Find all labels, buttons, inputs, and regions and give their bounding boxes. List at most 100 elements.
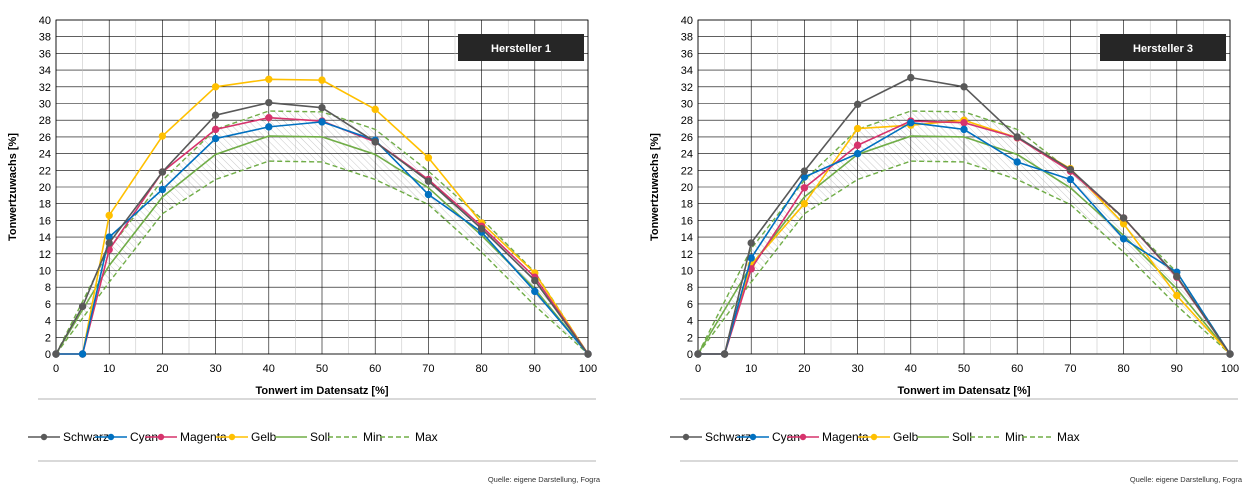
chart-1-legend-item-max: Max: [380, 430, 438, 444]
chart-2-point-schwarz: [800, 167, 809, 175]
chart-1-legend-item-schwarz: Schwarz: [28, 430, 109, 444]
chart-2-xtick-label: 0: [695, 363, 701, 375]
chart-2-series-min: [697, 160, 1231, 355]
chart-1-xtick-label: 30: [209, 363, 221, 375]
chart-1-point-cyan: [265, 123, 273, 131]
chart-1-xtick-label: 40: [263, 363, 275, 375]
chart-2-ytick-label: 30: [681, 99, 693, 111]
chart-2-point-cyan: [960, 125, 968, 134]
chart-2-series-schwarz: [694, 73, 1234, 358]
chart-2-legend-label-gelb: Gelb: [893, 430, 919, 444]
chart-2-legend-label-schwarz: Schwarz: [705, 430, 751, 444]
chart-2-legend-label-max: Max: [1057, 430, 1080, 444]
chart-1-point-schwarz: [584, 350, 592, 358]
chart-1-point-cyan: [531, 287, 539, 296]
chart-1-legend-label-schwarz: Schwarz: [63, 430, 109, 444]
chart-2-ytick-label: 10: [681, 266, 693, 278]
chart-2-xtick-label: 50: [958, 363, 970, 375]
chart-2-ytick-label: 4: [687, 316, 693, 328]
chart-2-point-schwarz: [1226, 350, 1234, 358]
chart-1-ytick-label: 36: [39, 48, 51, 60]
chart-2-ytick-label: 0: [687, 349, 693, 361]
chart-1-point-schwarz: [477, 225, 486, 233]
chart-2-ytick-label: 34: [681, 65, 693, 77]
chart-1-legend-marker-schwarz: [40, 433, 48, 441]
chart-2-ytick-label: 14: [681, 232, 693, 244]
chart-1-xtick-label: 90: [529, 363, 541, 375]
chart-2-point-gelb: [1173, 291, 1181, 300]
chart-2-ytick-label: 24: [681, 149, 693, 161]
chart-1-ytick-label: 26: [39, 132, 51, 144]
chart-1-series-cyan: [52, 118, 592, 358]
chart-1-point-gelb: [371, 105, 379, 114]
chart-1-ytick-label: 30: [39, 99, 51, 111]
chart-1-series-soll: [55, 135, 589, 355]
chart-2-ytick-label: 18: [681, 199, 693, 211]
chart-1-point-schwarz: [211, 111, 220, 119]
chart-2-xtick-label: 100: [1221, 363, 1239, 375]
chart-1-series-line-min: [55, 160, 589, 355]
chart-2-series-line-gelb: [698, 119, 1231, 355]
chart-2-legend-item-soll: Soll: [917, 430, 972, 444]
chart-2-point-cyan: [1066, 175, 1075, 184]
chart-1-xtick-label: 80: [475, 363, 487, 375]
chart-2-legend-item-min: Min: [970, 430, 1024, 444]
chart-1-xtick-label: 50: [316, 363, 328, 375]
chart-2-xtick-label: 20: [798, 363, 810, 375]
chart-1-point-schwarz: [265, 98, 273, 107]
chart-1-point-gelb: [158, 132, 167, 140]
chart-1-point-schwarz: [52, 350, 60, 358]
chart-1-series-line-soll: [55, 135, 589, 355]
chart-1-series-line-cyan: [56, 121, 589, 355]
chart-1-legend-label-magenta: Magenta: [180, 430, 227, 444]
chart-2-plot-border: [697, 19, 1231, 355]
chart-1-point-schwarz: [424, 177, 433, 185]
chart-2-ytick-label: 16: [681, 215, 693, 227]
chart-1-ytick-label: 34: [39, 65, 51, 77]
chart-1-plot-border: [55, 19, 589, 355]
chart-1-point-gelb: [211, 83, 220, 91]
chart-1-legend-label-max: Max: [415, 430, 438, 444]
chart-1-ytick-label: 20: [39, 182, 51, 194]
chart-2-point-schwarz: [747, 239, 755, 247]
chart-2-point-schwarz: [1013, 133, 1021, 141]
chart-2-xtick-label: 90: [1171, 363, 1183, 375]
chart-2-legend-label-magenta: Magenta: [822, 430, 869, 444]
chart-1-point-gelb: [105, 211, 113, 220]
chart-1-point-schwarz: [158, 168, 167, 176]
chart-2-xtick-label: 80: [1117, 363, 1129, 375]
chart-1-y-axis-label: Tonwertzuwachs [%]: [7, 133, 19, 241]
chart-1-ytick-label: 4: [45, 316, 51, 328]
chart-2-point-schwarz: [1066, 165, 1075, 174]
chart-2-point-schwarz: [960, 83, 968, 91]
chart-1-ytick-label: 24: [39, 149, 51, 161]
chart-1-ytick-label: 18: [39, 199, 51, 211]
chart-1-point-schwarz: [105, 239, 113, 247]
chart-1-xtick-label: 70: [422, 363, 434, 375]
chart-2-xtick-label: 60: [1011, 363, 1023, 375]
chart-2-legend-marker-gelb: [870, 433, 878, 441]
chart-1-badge: [458, 34, 584, 61]
chart-2-legend-marker-schwarz: [682, 433, 690, 441]
chart-1-xtick-label: 100: [579, 363, 597, 375]
chart-1-legend-label-soll: Soll: [310, 430, 330, 444]
chart-2-source-note: Quelle: eigene Darstellung, Fogra: [1130, 475, 1243, 484]
chart-1-legend-item-cyan: Cyan: [95, 430, 158, 444]
chart-1-point-gelb: [318, 76, 326, 84]
chart-1-point-gelb: [424, 154, 433, 162]
chart-2-ytick-label: 36: [681, 48, 693, 60]
chart-2-y-axis-label: Tonwertzuwachs [%]: [649, 133, 661, 241]
chart-1-point-magenta: [211, 125, 220, 134]
chart-1-legend-item-soll: Soll: [275, 430, 330, 444]
chart-1-x-axis-label: Tonwert im Datensatz [%]: [255, 385, 388, 397]
chart-1-ytick-label: 16: [39, 215, 51, 227]
chart-1-ytick-label: 22: [39, 165, 51, 177]
chart-2-series-line-max: [697, 110, 1231, 355]
chart-2-legend-item-gelb: Gelb: [858, 430, 919, 444]
chart-2-series-line-soll: [697, 135, 1231, 355]
chart-1-ytick-label: 12: [39, 249, 51, 261]
chart-2-point-schwarz: [907, 73, 915, 82]
chart-1-ytick-label: 28: [39, 115, 51, 127]
chart-2-ytick-label: 26: [681, 132, 693, 144]
